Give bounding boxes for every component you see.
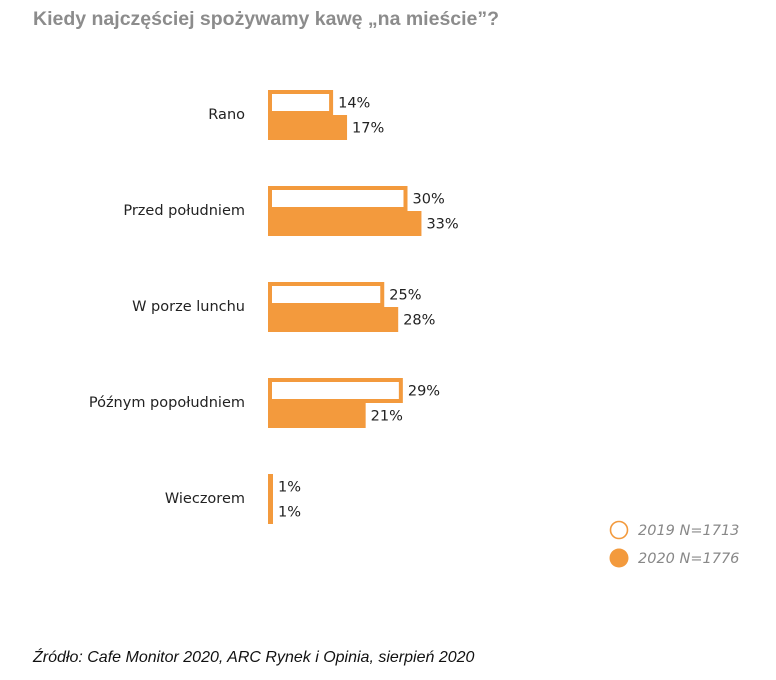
source-note: Źródło: Cafe Monitor 2020, ARC Rynek i O… bbox=[33, 649, 475, 666]
category-label-2: W porze lunchu bbox=[132, 299, 245, 315]
bar-2019-0 bbox=[268, 90, 334, 115]
bar-2020-4 bbox=[268, 499, 273, 524]
value-label-2020-4: 1% bbox=[278, 505, 301, 521]
legend-label-2019: 2019 N=1713 bbox=[638, 523, 739, 539]
value-label-2019-3: 29% bbox=[408, 384, 440, 400]
legend-label-2020: 2020 N=1776 bbox=[638, 551, 739, 567]
bar-2019-2 bbox=[268, 282, 385, 307]
chart-title: Kiedy najczęściej spożywamy kawę „na mie… bbox=[33, 8, 500, 30]
bar-2020-3 bbox=[268, 403, 366, 428]
value-label-2020-3: 21% bbox=[371, 409, 403, 425]
value-label-2019-0: 14% bbox=[338, 96, 370, 112]
bar-2020-0 bbox=[268, 115, 348, 140]
category-label-1: Przed południem bbox=[123, 203, 245, 219]
bar-2019-4 bbox=[268, 474, 273, 499]
value-label-2019-4: 1% bbox=[278, 480, 301, 496]
bar-2020-1 bbox=[268, 211, 422, 236]
value-label-2019-1: 30% bbox=[413, 192, 445, 208]
value-label-2020-1: 33% bbox=[426, 217, 458, 233]
bar-chart: Rano 14% 17% Przed południem 30% 33% W porze l… bbox=[89, 90, 739, 568]
value-label-2020-0: 17% bbox=[352, 121, 384, 137]
category-label-4: Wieczorem bbox=[165, 491, 245, 507]
value-label-2020-2: 28% bbox=[403, 313, 435, 329]
bar-2019-1 bbox=[268, 186, 408, 211]
category-label-3: Późnym popołudniem bbox=[89, 395, 245, 411]
bar-2019-3 bbox=[268, 378, 403, 403]
value-label-2019-2: 25% bbox=[389, 288, 421, 304]
bar-2020-2 bbox=[268, 307, 399, 332]
category-label-0: Rano bbox=[208, 107, 245, 123]
legend-marker-2019 bbox=[609, 520, 629, 540]
legend-marker-2020 bbox=[609, 548, 629, 568]
